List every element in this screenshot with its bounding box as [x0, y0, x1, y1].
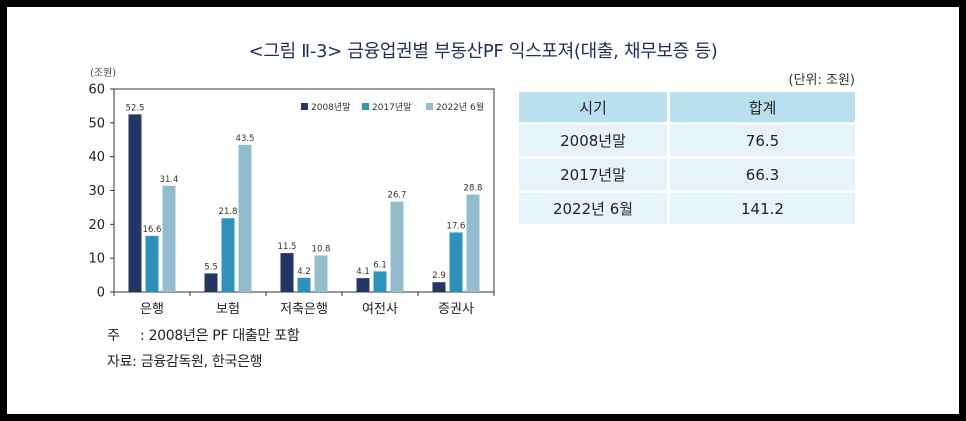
- table-header-total: 합계: [670, 92, 855, 122]
- table-row: 2008년말 76.5: [519, 125, 855, 156]
- bar-chart: 0 10 20 30 40 50 60 은행 52.5 16.6 31.4 보험 5.5 21.8 43.5…: [88, 83, 495, 317]
- table-header-row: 시기 합계: [519, 92, 855, 122]
- table-row: 2022년 6월 141.2: [519, 193, 855, 224]
- table-cell-period: 2017년말: [519, 159, 670, 190]
- summary-table: 시기 합계 2008년말 76.5 2017년말 66.3 2022년 6월 1…: [519, 89, 855, 227]
- data-label: 4.1: [356, 267, 370, 277]
- data-label: 52.5: [126, 103, 145, 113]
- legend-label: 2017년말: [372, 101, 411, 113]
- y-tick-label: 20: [88, 218, 105, 233]
- x-tick-label: 은행: [140, 301, 164, 317]
- bar: [238, 144, 252, 292]
- source-key: 자료:: [107, 354, 137, 370]
- bar: [466, 194, 480, 292]
- data-label: 2.9: [432, 271, 446, 281]
- figure-title: <그림 Ⅱ-3> 금융업권별 부동산PF 익스포져(대출, 채무보증 등): [248, 41, 718, 62]
- bar: [221, 218, 235, 292]
- bar: [373, 271, 387, 292]
- figure-panel: <그림 Ⅱ-3> 금융업권별 부동산PF 익스포져(대출, 채무보증 등) (조…: [7, 7, 959, 414]
- bar: [128, 114, 142, 292]
- data-label: 17.6: [447, 221, 466, 231]
- data-label: 31.4: [160, 175, 179, 185]
- x-tick-label: 여전사: [362, 302, 398, 317]
- table-cell-total: 141.2: [670, 193, 855, 224]
- data-label: 6.1: [373, 260, 387, 270]
- y-tick-label: 30: [88, 184, 105, 199]
- legend-swatch: [426, 103, 433, 110]
- bar: [204, 273, 218, 292]
- data-label: 10.8: [312, 244, 331, 254]
- table-cell-period: 2022년 6월: [519, 193, 670, 224]
- table-row: 2017년말 66.3: [519, 159, 855, 190]
- bar: [145, 235, 159, 292]
- bar: [390, 201, 404, 292]
- bar: [356, 278, 370, 292]
- bar: [314, 255, 328, 292]
- x-tick-label: 증권사: [438, 302, 474, 317]
- table-cell-period: 2008년말: [519, 125, 670, 156]
- source-text: 금융감독원, 한국은행: [140, 354, 263, 370]
- source-note: 자료: 금융감독원, 한국은행: [107, 351, 263, 371]
- footnote-key: 주: [107, 328, 120, 344]
- bar: [297, 277, 311, 292]
- data-label: 43.5: [236, 134, 255, 144]
- data-label: 16.6: [143, 225, 162, 235]
- y-tick-label: 10: [88, 252, 105, 267]
- data-label: 11.5: [278, 242, 297, 252]
- x-tick-label: 보험: [216, 302, 240, 317]
- y-tick-label: 0: [97, 286, 105, 301]
- data-label: 5.5: [204, 262, 218, 272]
- bar: [162, 185, 176, 292]
- bar: [280, 253, 294, 292]
- y-tick-label: 60: [88, 83, 105, 98]
- data-label: 4.2: [297, 267, 311, 277]
- y-tick-label: 40: [88, 150, 105, 165]
- bar: [432, 282, 446, 292]
- table-cell-total: 76.5: [670, 125, 855, 156]
- legend-label: 2008년말: [311, 101, 350, 113]
- footnote-text: : 2008년은 PF 대출만 포함: [140, 328, 300, 344]
- legend-swatch: [301, 103, 308, 110]
- y-axis-unit: (조원): [90, 68, 117, 79]
- legend-label: 2022년 6월: [436, 101, 484, 113]
- table-unit: (단위: 조원): [788, 73, 856, 88]
- bar: [449, 232, 463, 292]
- data-label: 21.8: [219, 207, 238, 217]
- footnote: 주 : 2008년은 PF 대출만 포함: [107, 325, 300, 345]
- data-label: 28.8: [464, 184, 483, 194]
- table-header-period: 시기: [519, 92, 670, 122]
- y-tick-label: 50: [88, 116, 105, 131]
- x-tick-label: 저축은행: [280, 301, 328, 317]
- data-label: 26.7: [388, 191, 407, 201]
- table-cell-total: 66.3: [670, 159, 855, 190]
- legend-swatch: [362, 103, 369, 110]
